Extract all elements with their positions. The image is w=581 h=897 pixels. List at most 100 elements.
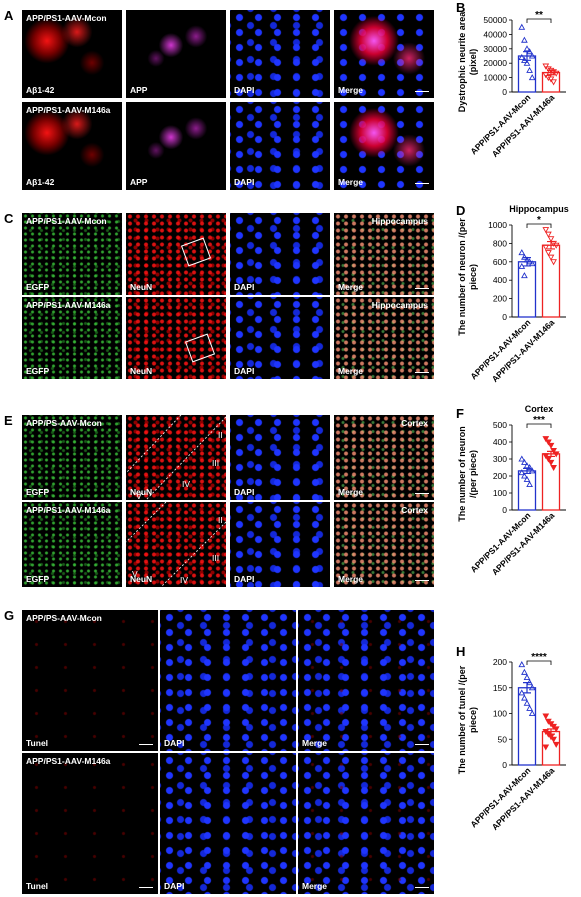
data-point xyxy=(521,272,528,279)
bar xyxy=(517,261,537,318)
data-point xyxy=(547,76,555,83)
data-point xyxy=(526,480,533,488)
y-tick-label: 600 xyxy=(493,257,507,267)
cortical-layer: IV xyxy=(180,575,189,585)
data-point xyxy=(545,439,552,446)
data-point xyxy=(550,736,557,743)
cortical-layer: II xyxy=(218,430,223,440)
data-point xyxy=(545,66,552,73)
cortical-layer: V xyxy=(132,569,138,579)
y-axis-label: The number of neuron /(per piece) xyxy=(457,218,478,336)
region-label: Cortex xyxy=(401,418,428,428)
y-tick-label: 0 xyxy=(502,760,507,770)
image-caption: DAPI xyxy=(234,487,255,497)
y-tick-label: 200 xyxy=(493,294,507,304)
significance-label: * xyxy=(537,215,541,226)
image-caption: NeuN xyxy=(130,487,153,497)
image-caption: NeuN xyxy=(130,282,153,292)
y-tick-label: 30000 xyxy=(483,44,507,54)
panel-letter: E xyxy=(4,413,13,428)
image-caption: Merge xyxy=(338,366,364,376)
micrograph: Merge xyxy=(334,102,434,190)
data-point xyxy=(521,458,528,465)
y-tick-label: 100 xyxy=(493,488,507,498)
micrograph: APP xyxy=(126,10,226,98)
image-caption: Merge xyxy=(338,574,364,584)
image-caption: Tunel xyxy=(26,738,49,748)
cortical-layer: V xyxy=(136,491,142,500)
region-label: Hippocampus xyxy=(371,300,428,310)
zoom-box xyxy=(180,237,212,267)
micrograph: DAPI xyxy=(230,415,330,500)
y-tick-label: 0 xyxy=(502,312,507,322)
panel-letter: H xyxy=(456,644,465,659)
data-point xyxy=(552,451,560,458)
cortical-layer: IV xyxy=(182,479,191,489)
layer-boundary xyxy=(126,415,182,474)
scale-bar xyxy=(415,372,429,373)
cortical-layer: III xyxy=(212,553,220,563)
y-tick-label: 20000 xyxy=(483,58,507,68)
y-tick-label: 800 xyxy=(493,238,507,248)
row-label: APP/PS1-AAV-M146a xyxy=(26,300,111,310)
y-tick-label: 50 xyxy=(498,734,508,744)
layer-boundaries xyxy=(126,415,226,500)
error-bar xyxy=(523,257,531,267)
micrograph: DAPI xyxy=(230,297,330,379)
data-point xyxy=(528,684,536,691)
micrograph: NeuN xyxy=(126,297,226,379)
data-point xyxy=(518,661,526,668)
image-caption: Merge xyxy=(302,738,328,748)
data-point xyxy=(545,250,552,257)
scale-bar xyxy=(415,91,429,92)
scale-bar xyxy=(415,493,429,494)
micrograph: APP/PS1-AAV-Mcon EGFP xyxy=(22,213,122,295)
micrograph: Merge xyxy=(298,610,434,751)
image-caption: EGFP xyxy=(26,574,50,584)
image-caption: Aβ1-42 xyxy=(26,85,55,95)
data-point xyxy=(521,472,528,479)
error-bar xyxy=(547,728,555,735)
data-point xyxy=(542,436,550,443)
micrograph: Merge Hippocampus xyxy=(334,297,434,379)
image-caption: APP xyxy=(130,177,148,187)
micrograph: APP/PS-AAV-Mcon EGFP xyxy=(22,415,122,500)
image-caption: DAPI xyxy=(164,881,185,891)
data-point xyxy=(552,242,560,249)
row-label: APP/PS1-AAV-M146a xyxy=(26,505,111,515)
micrograph: APP/PS-AAV-Mcon Tunel xyxy=(22,610,158,751)
data-point xyxy=(523,59,531,66)
data-point xyxy=(523,45,531,52)
panel-letter: A xyxy=(4,8,14,23)
error-bar xyxy=(547,450,555,458)
error-bar xyxy=(547,69,555,76)
scale-bar xyxy=(139,744,153,745)
data-point xyxy=(542,744,550,751)
y-tick-label: 50000 xyxy=(483,15,507,25)
y-tick-label: 150 xyxy=(493,683,507,693)
image-caption: Merge xyxy=(338,282,364,292)
scale-bar xyxy=(139,887,153,888)
image-caption: DAPI xyxy=(234,366,255,376)
scale-bar xyxy=(415,580,429,581)
layer-boundary xyxy=(126,502,167,543)
panel-letter: F xyxy=(456,406,464,421)
data-point xyxy=(523,673,531,680)
data-point xyxy=(521,253,528,260)
data-point xyxy=(526,704,533,711)
error-bar xyxy=(523,51,531,61)
significance-label: ** xyxy=(535,10,543,21)
y-axis-label: The number of tunel /(per piece) xyxy=(457,665,478,774)
image-caption: Merge xyxy=(338,177,364,187)
data-point xyxy=(550,79,557,86)
data-point xyxy=(521,694,528,701)
data-point xyxy=(526,258,533,265)
image-caption: Merge xyxy=(338,487,364,497)
row-label: APP/PS1-AAV-Mcon xyxy=(26,216,107,226)
data-point xyxy=(518,53,526,60)
image-caption: DAPI xyxy=(234,282,255,292)
data-point xyxy=(526,66,533,73)
micrograph: NeuN II III IV V xyxy=(126,415,226,500)
data-point xyxy=(550,69,557,76)
